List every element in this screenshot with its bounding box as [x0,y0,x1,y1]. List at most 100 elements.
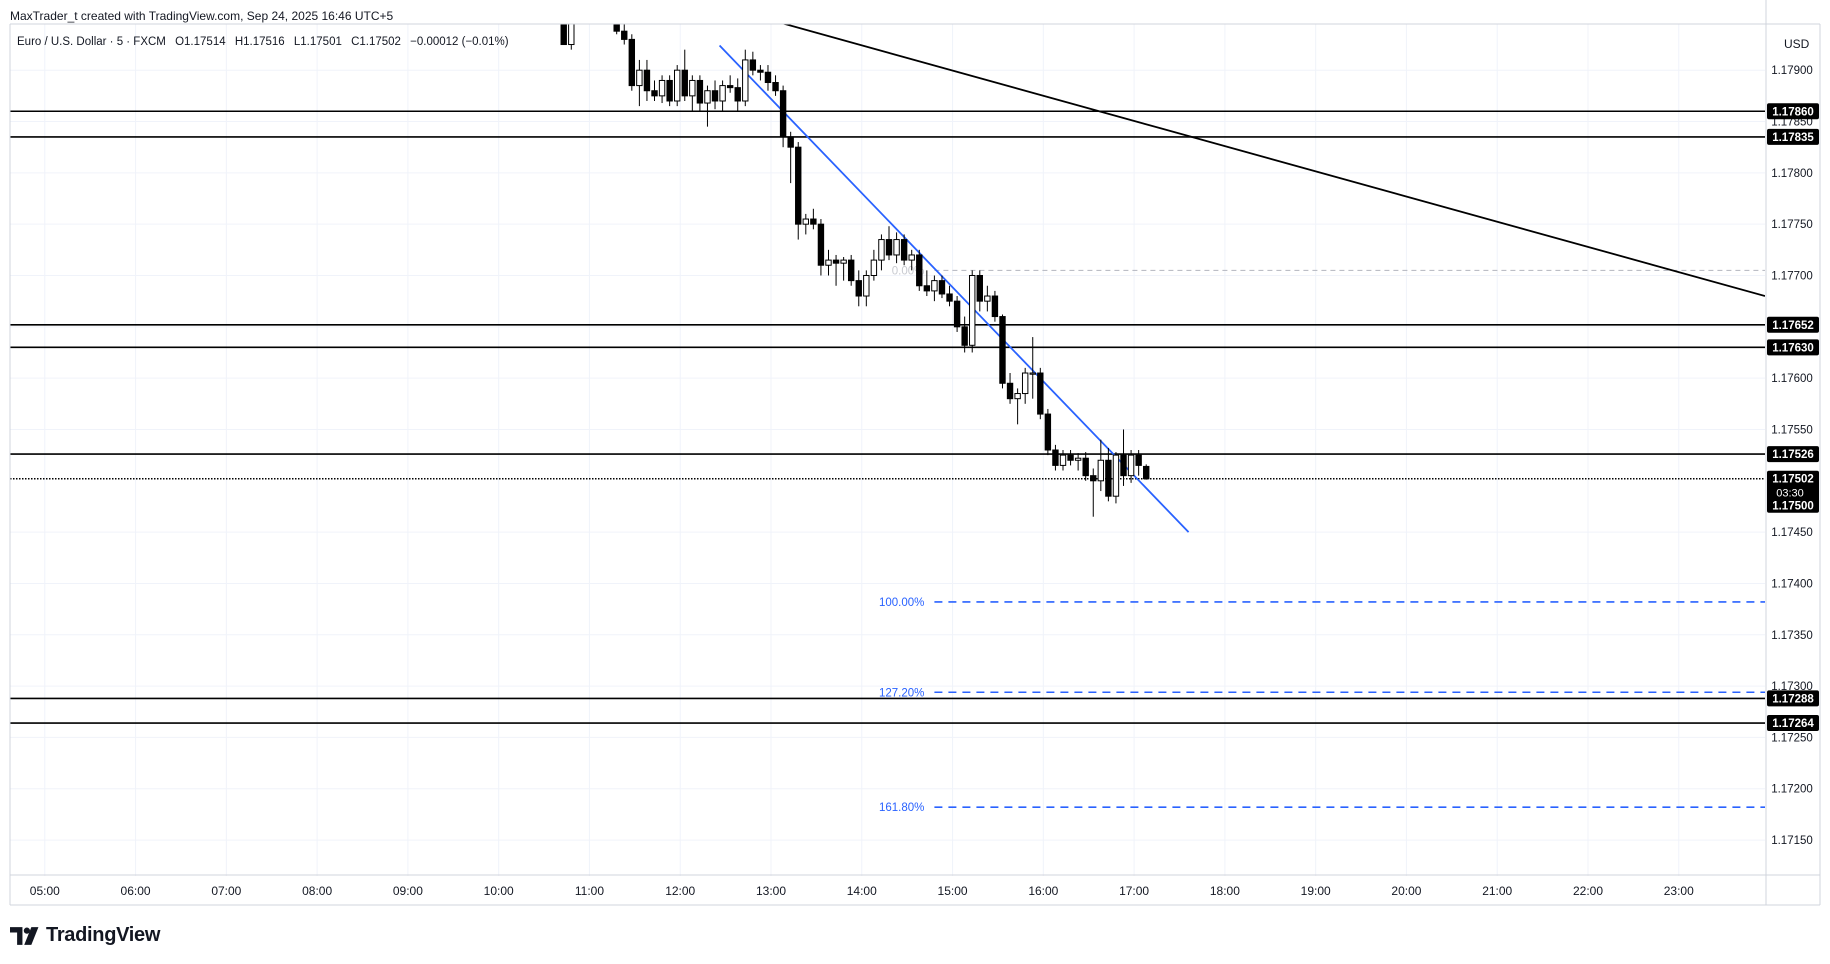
candle [810,208,817,230]
candle [1037,367,1044,420]
fib-level-label: 161.80% [879,802,924,814]
time-tick-label: 05:00 [30,884,60,898]
candle [1074,453,1082,471]
candle-body [825,259,832,266]
candle-body [938,280,946,295]
candle-body [1029,372,1036,375]
trendline-black [781,24,1765,297]
candle [900,234,908,266]
candle-body [719,85,726,102]
time-tick-label: 17:00 [1119,884,1149,898]
axes: 05:00 06:00 07:00 08:00 09:00 10:00 11:00 12:00… [9,0,1821,906]
price-tick-label: 1.17800 [1771,168,1813,180]
candle-body [605,24,613,25]
price-tick-label: 1.17850 [1771,117,1813,129]
candle [605,24,613,25]
candle-body [908,254,915,261]
candle-body [1006,382,1014,400]
currency-label: USD [1784,37,1810,51]
candle [817,219,825,276]
candle [742,49,749,107]
last-price-tag-bg [1767,470,1819,513]
candle-body [636,69,643,87]
candle [779,85,787,148]
time-tick-label: 23:00 [1664,884,1694,898]
candle-body [1059,454,1067,466]
candle [666,75,673,107]
candle [628,34,636,91]
candle-body [1037,372,1044,415]
candle-body [946,293,953,302]
candle-body [1135,454,1142,466]
time-tick-label: 08:00 [302,884,332,898]
candle [969,270,976,353]
fib-level-label: 100.00% [879,597,924,609]
candle [704,85,711,127]
candle [1044,408,1052,456]
price-tick-label: 1.17300 [1771,681,1813,693]
candle [908,249,915,271]
ohlc-high: H1.17516 [234,36,285,48]
candle [636,59,643,107]
ohlc-open: O1.17514 [175,36,226,48]
candle-body [1090,475,1097,482]
candle [1067,450,1074,466]
candle-body [1112,454,1120,497]
candle-body [832,259,840,264]
candle [719,80,726,112]
candle [1135,450,1142,476]
price-tag-below: 1.17500 [1772,501,1814,513]
candle-body [1097,459,1105,482]
candle [1097,439,1105,492]
candle-body [613,24,620,32]
fib-extension: 0.00%100.00%127.20%161.80% [879,265,1765,814]
candle-body [681,69,688,97]
candle-body [991,295,999,318]
symbol-name[interactable]: Euro / U.S. Dollar · 5 · FXCM [17,36,166,48]
candle [1105,447,1112,502]
candle-body [1067,454,1074,461]
price-tags: 1.17860 1.17835 1.17652 1.17630 1.17526 1.172… [1767,103,1819,732]
candle-body [969,274,976,346]
trendline-blue [718,44,1190,533]
time-tick-label: 18:00 [1210,884,1240,898]
level-price-tag: 1.17526 [1772,449,1814,461]
candle-body [961,326,968,346]
candle [711,80,719,110]
candle [1014,388,1021,425]
candle-body [817,223,825,266]
time-tick-label: 11:00 [575,884,604,898]
level-price-tag: 1.17630 [1772,342,1814,354]
candle-body [772,82,779,92]
candle [1090,468,1097,517]
candle [689,75,696,112]
candle-body [916,254,923,287]
candle-body [1021,372,1029,395]
time-tick-label: 16:00 [1028,884,1058,898]
last-price-tag: 1.17502 [1772,474,1814,486]
candle-body [900,239,908,261]
candle [847,254,855,286]
candle-body [840,259,847,264]
candle [1021,367,1029,404]
time-tick-label: 15:00 [938,884,968,898]
candle [825,249,832,276]
candle [658,75,666,104]
candle [613,24,620,35]
trendlines [718,24,1765,533]
time-tick-label: 06:00 [121,884,151,898]
level-price-tag: 1.17264 [1772,718,1814,730]
candle [953,296,961,332]
candle-body [984,295,991,302]
candle [1006,373,1014,404]
symbol-legend[interactable]: Euro / U.S. Dollar · 5 · FXCM O1.17514 H… [17,36,509,48]
candle-body [734,87,741,102]
candle [726,75,734,93]
ohlc-close: C1.17502 [351,36,401,48]
level-price-tag-bg [1767,103,1819,120]
tradingview-logo[interactable]: TradingView [10,924,160,947]
candle [991,290,999,322]
time-tick-label: 07:00 [211,884,241,898]
candle [651,80,658,101]
